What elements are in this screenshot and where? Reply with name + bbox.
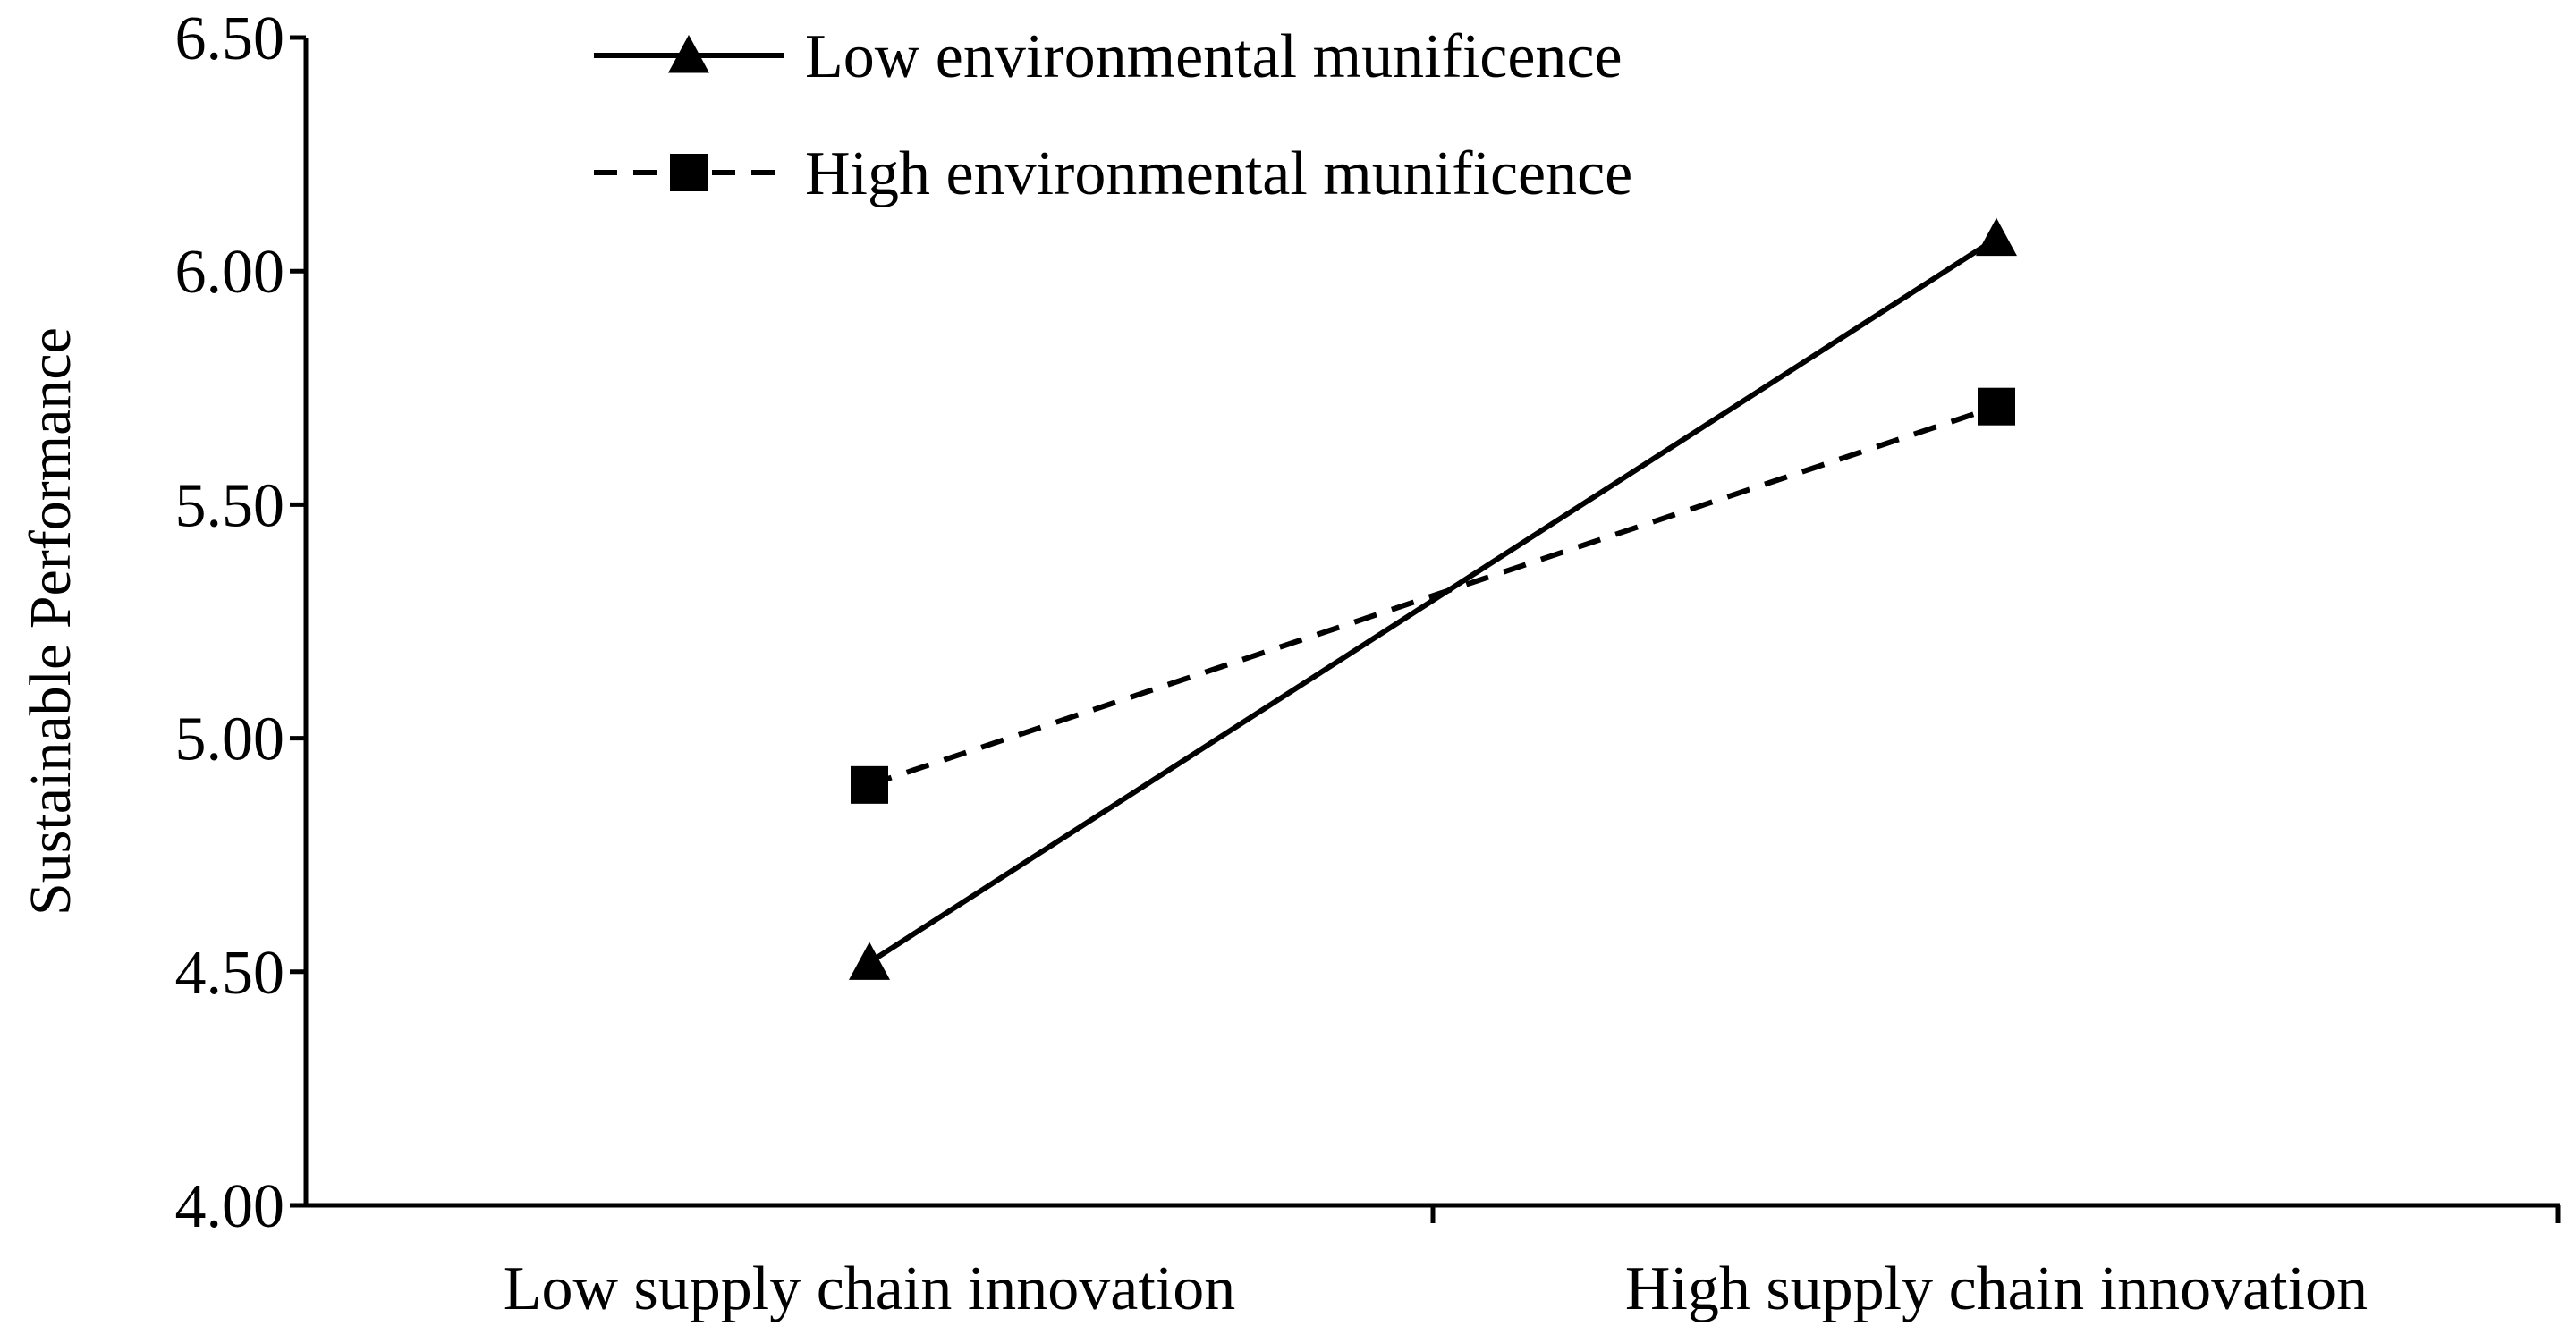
y-tick-label: 5.50: [175, 471, 285, 540]
series-line: [869, 403, 1997, 788]
series: [849, 217, 2017, 980]
data-point-square: [851, 765, 888, 804]
data-point-triangle: [849, 942, 890, 980]
x-ticks: Low supply chain innovation High supply c…: [504, 1205, 2561, 1323]
y-tick-label: 4.00: [175, 1172, 285, 1241]
data-point-triangle: [1976, 217, 2017, 257]
x-tick-label: Low supply chain innovation: [504, 1254, 1236, 1323]
legend-item: High environmental munificence: [594, 139, 1632, 208]
legend-marker-triangle: [668, 35, 709, 73]
y-tick-label: 6.50: [175, 4, 285, 73]
y-tick-label: 4.50: [175, 939, 285, 1008]
data-point-square: [1978, 387, 2015, 426]
series-line: [868, 236, 1998, 965]
y-ticks: 4.00 4.50 5.00 5.50 6.00 6.50: [175, 4, 306, 1241]
legend-item: Low environmental munificence: [594, 22, 1623, 91]
y-tick-label: 5.00: [175, 705, 285, 774]
series-square: [851, 387, 2015, 804]
legend-label: Low environmental munificence: [805, 22, 1623, 91]
legend-label: High environmental munificence: [805, 139, 1632, 208]
y-tick-label: 6.00: [175, 238, 285, 307]
y-axis-title: Sustainable Performance: [18, 327, 83, 916]
series-triangle: [849, 217, 2017, 980]
legend-marker-square: [670, 154, 708, 191]
axes: [303, 38, 2560, 1208]
legend: Low environmental munificence High enviro…: [594, 22, 1632, 208]
x-tick-label: High supply chain innovation: [1625, 1254, 2368, 1323]
